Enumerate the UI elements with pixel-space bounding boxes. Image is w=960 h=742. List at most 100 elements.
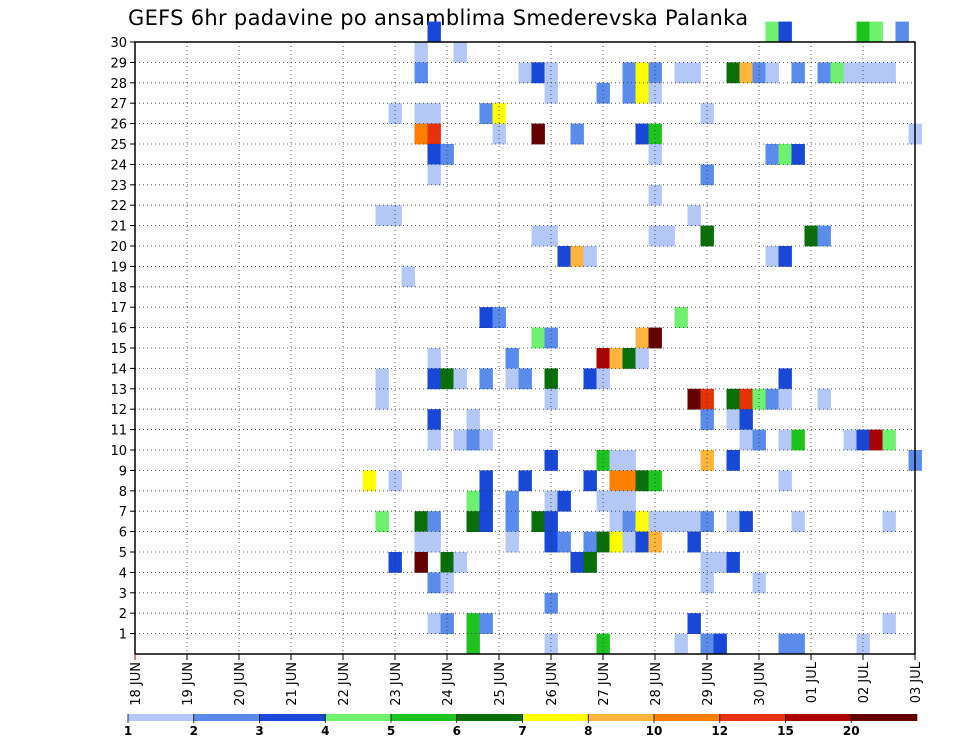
heatmap-cell	[726, 388, 740, 410]
heatmap-cell	[466, 409, 480, 430]
heatmap-cell	[479, 511, 493, 532]
heatmap-cell	[778, 429, 792, 451]
heatmap-cell	[427, 164, 441, 186]
heatmap-cell	[466, 511, 480, 532]
heatmap-cell	[765, 246, 779, 267]
heatmap-cell	[466, 490, 480, 512]
heatmap-cell	[739, 429, 753, 451]
legend-label: 15	[777, 724, 794, 738]
heatmap-cell	[427, 144, 441, 165]
heatmap-cell	[687, 613, 701, 634]
heatmap-cell	[700, 511, 714, 532]
heatmap-cell	[427, 531, 441, 553]
heatmap-cell	[453, 429, 467, 451]
heatmap-cell	[570, 246, 584, 267]
heatmap-cell	[427, 21, 441, 43]
y-tick-label: 2	[119, 607, 127, 622]
x-tick-label: 28 JUN	[649, 662, 664, 706]
y-tick-label: 4	[119, 566, 127, 581]
heatmap-cell	[778, 633, 792, 655]
heatmap-cell	[466, 429, 480, 451]
heatmap-cell	[791, 633, 805, 655]
heatmap-cell	[661, 511, 675, 532]
heatmap-cell	[401, 266, 415, 288]
heatmap-cell	[609, 511, 623, 532]
heatmap-cell	[791, 62, 805, 84]
heatmap-cell	[635, 327, 649, 349]
heatmap-cell	[648, 62, 662, 84]
heatmap-cell	[674, 307, 688, 328]
heatmap-cell	[544, 225, 558, 247]
heatmap-cell	[479, 470, 493, 492]
legend-swatch	[654, 714, 721, 721]
y-tick-label: 25	[110, 138, 127, 153]
heatmap-cell	[765, 21, 779, 43]
legend-label: 3	[255, 724, 263, 738]
heatmap-cell	[466, 613, 480, 634]
heatmap-cell	[583, 246, 597, 267]
heatmap-cell	[648, 184, 662, 206]
heatmap-cell	[648, 225, 662, 247]
heatmap-cell	[544, 511, 558, 532]
legend-swatch	[456, 714, 523, 721]
x-tick-label: 20 JUN	[233, 662, 248, 706]
heatmap-cell	[427, 348, 441, 369]
y-tick-label: 1	[119, 628, 127, 643]
heatmap-cell	[427, 409, 441, 430]
heatmap-cell	[713, 633, 727, 655]
heatmap-cell	[609, 531, 623, 553]
y-tick-label: 20	[110, 240, 127, 255]
heatmap-cell	[427, 511, 441, 532]
heatmap-cell	[674, 633, 688, 655]
y-tick-label: 10	[110, 444, 127, 459]
y-tick-label: 19	[110, 260, 127, 275]
heatmap-cell	[544, 388, 558, 410]
x-tick-label: 02 JUL	[857, 661, 872, 703]
heatmap-cell	[726, 552, 740, 573]
heatmap-cell	[583, 552, 597, 573]
heatmap-cell	[882, 429, 896, 451]
x-tick-label: 18 JUN	[129, 662, 144, 706]
y-tick-label: 8	[119, 485, 127, 500]
heatmap-cell	[752, 62, 766, 84]
heatmap-cell	[869, 62, 883, 84]
legend-swatch	[522, 714, 589, 721]
x-tick-label: 26 JUN	[545, 662, 560, 706]
heatmap-cell	[570, 552, 584, 573]
heatmap-cell	[713, 552, 727, 573]
heatmap-cell	[453, 368, 467, 390]
heatmap-cell	[388, 470, 402, 492]
heatmap-cell	[609, 470, 623, 492]
cells-layer	[362, 21, 922, 655]
legend-label: 20	[843, 724, 860, 738]
heatmap-cell	[648, 470, 662, 492]
heatmap-cell	[362, 470, 376, 492]
legend-label: 8	[584, 724, 592, 738]
heatmap-cell	[687, 511, 701, 532]
heatmap-cell	[700, 450, 714, 471]
x-tick-label: 19 JUN	[181, 662, 196, 706]
heatmap-cell	[414, 123, 428, 145]
y-tick-label: 22	[110, 199, 127, 214]
heatmap-cell	[882, 62, 896, 84]
heatmap-cell	[440, 613, 454, 634]
heatmap-cell	[427, 429, 441, 451]
heatmap-cell	[414, 552, 428, 573]
heatmap-cell	[531, 511, 545, 532]
heatmap-cell	[752, 388, 766, 410]
heatmap-cell	[687, 205, 701, 226]
heatmap-cell	[518, 62, 532, 84]
heatmap-cell	[388, 103, 402, 124]
heatmap-cell	[453, 42, 467, 63]
heatmap-cell	[622, 348, 636, 369]
heatmap-cell	[505, 511, 519, 532]
heatmap-cell	[622, 82, 636, 104]
x-tick-label: 27 JUN	[597, 662, 612, 706]
y-tick-label: 29	[110, 56, 127, 71]
x-axis: 18 JUN 19 JUN 20 JUN 21 JUN 22 JUN 23 JUN 24 J…	[129, 654, 924, 706]
y-tick-label: 18	[110, 281, 127, 296]
heatmap-cell	[700, 225, 714, 247]
heatmap-cell	[817, 62, 831, 84]
heatmap-cell	[479, 429, 493, 451]
heatmap-cell	[765, 388, 779, 410]
